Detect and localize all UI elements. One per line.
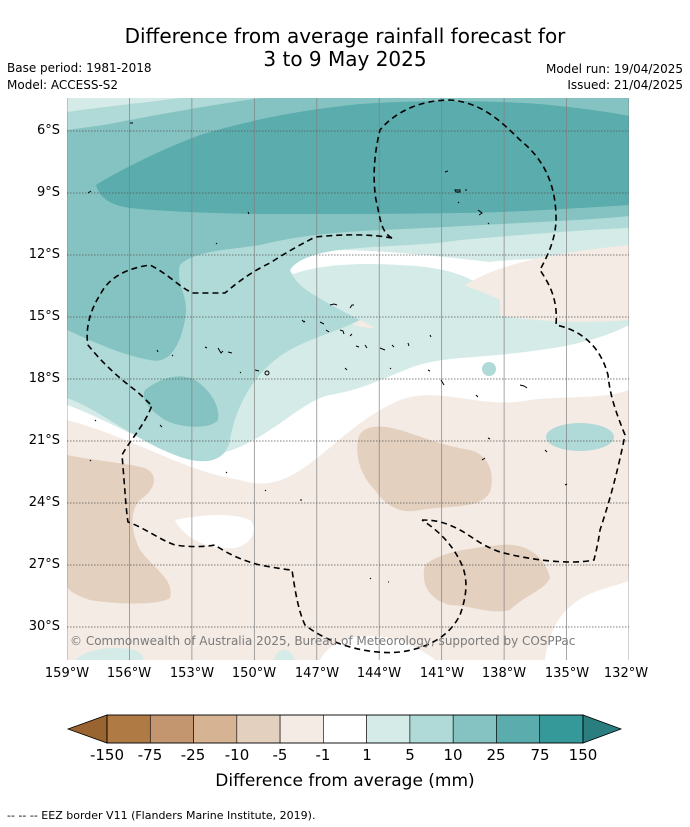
- colorbar-tick-label: -10: [224, 746, 250, 764]
- colorbar-segment: [452, 714, 497, 744]
- lat-label-30s: 30°S: [28, 619, 60, 634]
- eez-border: [86, 99, 626, 654]
- map-title-line2: 3 to 9 May 2025: [263, 47, 427, 71]
- model-run-label: Model run: 19/04/2025: [545, 62, 683, 76]
- lat-label-18s: 18°S: [28, 371, 60, 386]
- lat-label-12s: 12°S: [28, 247, 60, 262]
- lat-label-15s: 15°S: [28, 309, 60, 324]
- colorbar: [66, 714, 623, 744]
- colorbar-tick-label: -5: [272, 746, 288, 764]
- lon-label-153w: 153°W: [169, 666, 215, 681]
- colorbar-segment: [409, 714, 454, 744]
- colorbar-tick-label: -1: [315, 746, 331, 764]
- lon-label-156w: 156°W: [106, 666, 152, 681]
- lon-label-147w: 147°W: [294, 666, 340, 681]
- colorbar-tick-label: -75: [137, 746, 163, 764]
- colorbar-tick-label: 25: [486, 746, 506, 764]
- colorbar-tick-label: -25: [180, 746, 206, 764]
- lon-label-141w: 141°W: [419, 666, 465, 681]
- colorbar-tick-label: 10: [443, 746, 463, 764]
- eez-footnote: -- -- -- EEZ border V11 (Flanders Marine…: [7, 809, 316, 822]
- colorbar-tick-label: -150: [89, 746, 125, 764]
- lat-label-21s: 21°S: [28, 433, 60, 448]
- lat-label-6s: 6°S: [36, 123, 60, 138]
- colorbar-segment: [366, 714, 411, 744]
- lon-label-150w: 150°W: [231, 666, 277, 681]
- model-label: Model: ACCESS-S2: [7, 78, 119, 92]
- map-plot-area: [67, 98, 629, 660]
- colorbar-segment: [496, 714, 541, 744]
- colorbar-title: Difference from average (mm): [215, 771, 475, 791]
- lat-label-9s: 9°S: [36, 185, 60, 200]
- colorbar-tick-label: 1: [362, 746, 372, 764]
- colorbar-segment: [279, 714, 324, 744]
- lon-label-132w: 132°W: [603, 666, 649, 681]
- colorbar-tick-label: 5: [405, 746, 415, 764]
- lon-label-135w: 135°W: [544, 666, 590, 681]
- colorbar-tick-label: 150: [568, 746, 598, 764]
- issued-label: Issued: 21/04/2025: [567, 78, 683, 92]
- colorbar-segment: [539, 714, 584, 744]
- lat-label-27s: 27°S: [28, 557, 60, 572]
- lat-label-24s: 24°S: [28, 495, 60, 510]
- lon-label-144w: 144°W: [356, 666, 402, 681]
- colorbar-segment: [323, 714, 367, 744]
- base-period-label: Base period: 1981-2018: [7, 61, 152, 75]
- colorbar-segment: [149, 714, 194, 744]
- copyright-credit: © Commonwealth of Australia 2025, Bureau…: [70, 634, 576, 648]
- lon-label-138w: 138°W: [481, 666, 527, 681]
- colorbar-segment: [106, 714, 151, 744]
- lon-label-159w: 159°W: [44, 666, 90, 681]
- colorbar-segment: [236, 714, 281, 744]
- colorbar-segment: [193, 714, 238, 744]
- islands: [87, 122, 568, 583]
- map-title-line1: Difference from average rainfall forecas…: [124, 24, 566, 48]
- colorbar-tick-label: 75: [530, 746, 550, 764]
